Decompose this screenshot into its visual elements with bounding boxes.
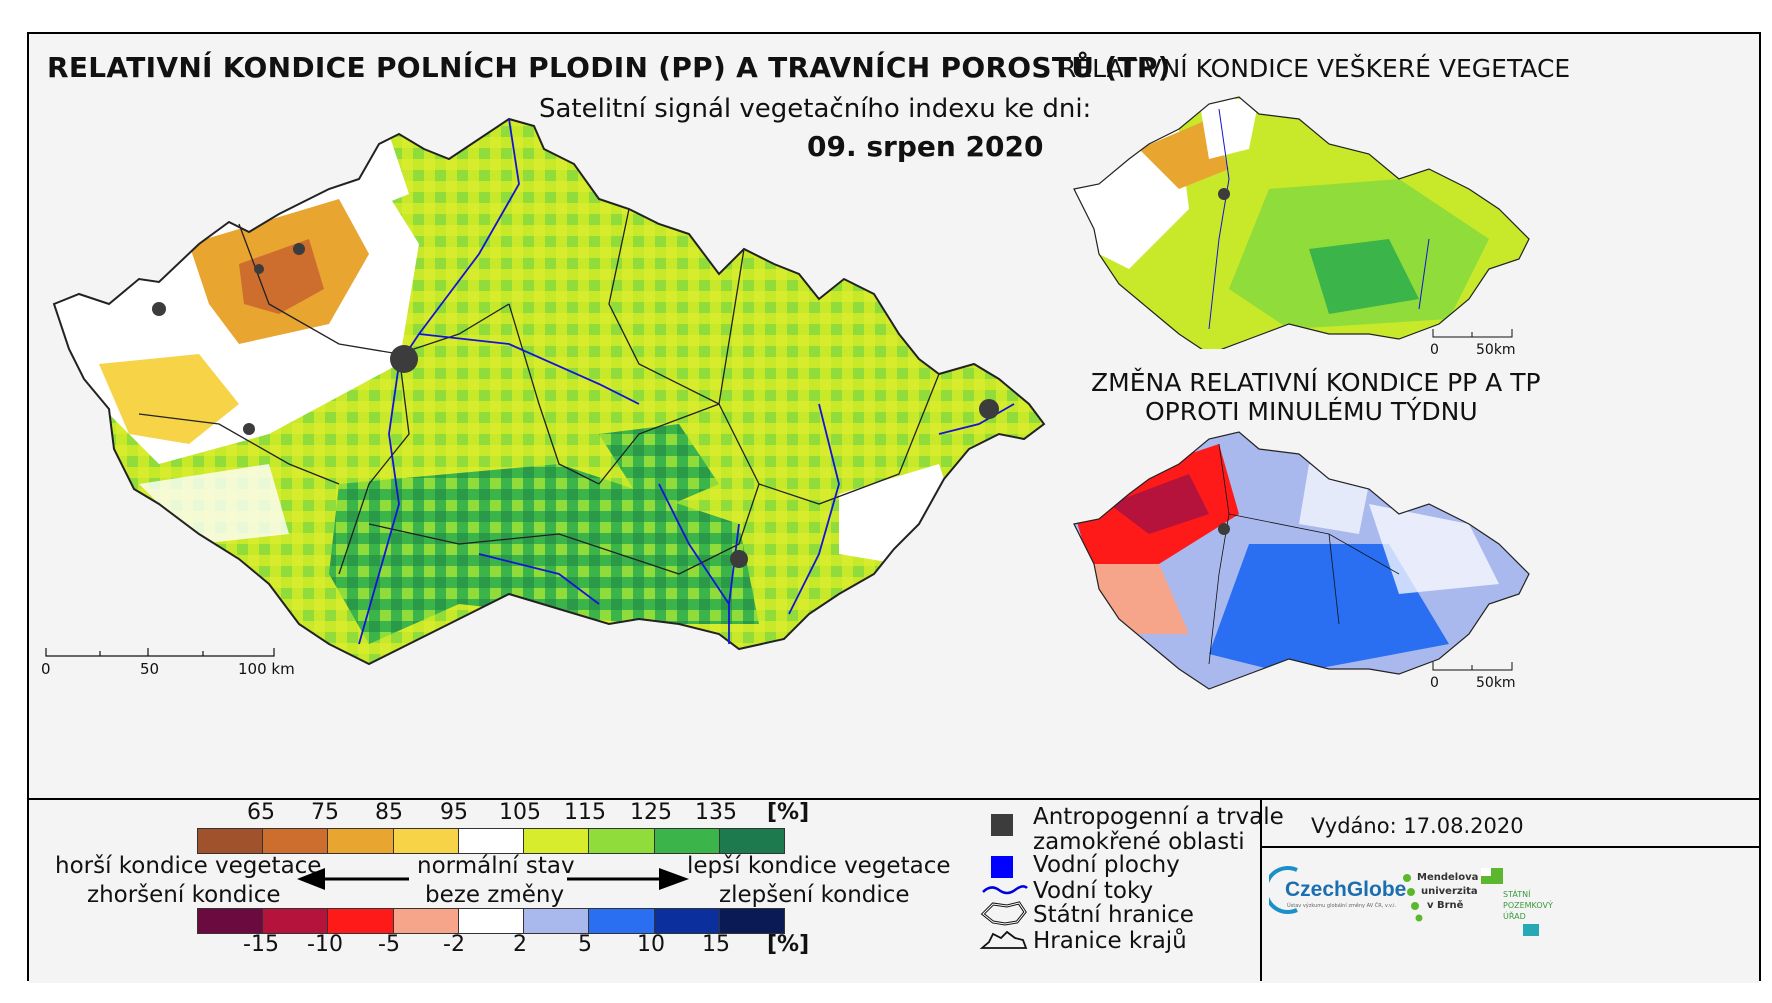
map-frame: RELATIVNÍ KONDICE POLNÍCH PLODIN (PP) A … [27, 32, 1761, 983]
spu-accent-icon [1523, 924, 1539, 936]
condition-tick-115: 115 [564, 800, 606, 825]
spu-line3: ÚŘAD [1503, 912, 1526, 921]
change-swatch-7 [589, 909, 655, 933]
change-swatch-6 [524, 909, 590, 933]
small-scale-bar-top [1432, 329, 1513, 338]
change-tick-10: 10 [637, 932, 665, 957]
arrow-center-line2: beze změny [425, 882, 565, 908]
subtitle: Satelitní signál vegetačního indexu ke d… [539, 94, 1092, 124]
arrow-center-line1: normální stav [417, 853, 575, 879]
anthropogenic-square-icon [991, 814, 1013, 836]
legend-river-label: Vodní toky [1033, 878, 1154, 904]
arrow-left-line2: zhoršení kondice [87, 882, 281, 908]
change-unit: [%] [767, 932, 810, 957]
condition-tick-95: 95 [440, 800, 468, 825]
main-map [53, 118, 1045, 665]
region-border-outline-icon [979, 930, 1028, 949]
change-swatch-1 [198, 909, 264, 933]
arrow-right-line1: lepší kondice vegetace [687, 853, 951, 879]
change-swatch-3 [328, 909, 394, 933]
czechglobe-subtitle: Ústav výzkumu globální změny AV ČR, v.v.… [1287, 903, 1397, 909]
main-title: RELATIVNÍ KONDICE POLNÍCH PLODIN (PP) A … [47, 51, 1171, 84]
change-tick-m15: -15 [243, 932, 279, 957]
date-label: 09. srpen 2020 [807, 130, 1044, 163]
small-scale-0-top: 0 [1430, 342, 1439, 358]
left-arrow-icon [297, 868, 409, 890]
issued-divider [1262, 846, 1761, 848]
condition-swatch-6 [524, 829, 590, 853]
legend-water-label: Vodní plochy [1033, 852, 1180, 878]
small-scale-0-bottom: 0 [1430, 675, 1439, 691]
small-scale-50-top: 50km [1476, 342, 1516, 358]
legend-panel: 65 75 85 95 105 115 125 135 [%] horší ko… [29, 798, 1761, 983]
change-tick-m5: -5 [378, 932, 400, 957]
mendel-line1: Mendelova [1417, 872, 1479, 883]
state-border-outline-icon [980, 901, 1027, 926]
change-tick-m2: -2 [443, 932, 465, 957]
water-square-icon [991, 856, 1013, 878]
condition-tick-105: 105 [499, 800, 541, 825]
condition-tick-135: 135 [695, 800, 737, 825]
legend-state-border-label: Státní hranice [1033, 902, 1194, 928]
czechglobe-logo: CzechGlobe [1285, 878, 1407, 901]
change-swatch-4 [393, 909, 459, 933]
main-scale-100: 100 km [238, 660, 295, 678]
condition-tick-125: 125 [630, 800, 672, 825]
right-bottom-title-line1: ZMĚNA RELATIVNÍ KONDICE PP A TP [1091, 368, 1541, 397]
change-tick-2: 2 [513, 932, 527, 957]
czechglobe-logo-icon [1269, 866, 1298, 914]
condition-swatch-1 [198, 829, 264, 853]
mendel-logo-icon [1403, 874, 1423, 922]
condition-swatch-8 [654, 829, 720, 853]
change-swatch-9 [719, 909, 784, 933]
right-arrow-icon [567, 868, 689, 890]
spu-line2: POZEMKOVÝ [1503, 901, 1553, 910]
spu-logo-icon [1481, 868, 1503, 884]
issued-date: Vydáno: 17.08.2020 [1311, 814, 1524, 838]
condition-swatch-7 [589, 829, 655, 853]
river-line-icon [982, 885, 1028, 895]
condition-swatch-5 [458, 829, 525, 853]
condition-tick-75: 75 [311, 800, 339, 825]
legend-anthropogenic-label2: zamokřené oblasti [1033, 829, 1245, 855]
legend-divider [1260, 800, 1262, 981]
right-top-title: RELATIVNÍ KONDICE VEŠKERÉ VEGETACE [1059, 54, 1571, 83]
change-tick-m10: -10 [307, 932, 343, 957]
change-swatch-2 [263, 909, 329, 933]
small-scale-bar-bottom [1432, 662, 1513, 671]
mendel-line3: v Brně [1427, 900, 1464, 911]
change-swatch-8 [654, 909, 720, 933]
change-map [1073, 431, 1530, 690]
change-tick-5: 5 [578, 932, 592, 957]
arrow-left-line1: horší kondice vegetace [55, 853, 322, 879]
condition-swatch-3 [328, 829, 394, 853]
condition-swatch-9 [719, 829, 784, 853]
condition-tick-85: 85 [375, 800, 403, 825]
spu-line1: STÁTNÍ [1503, 890, 1531, 899]
vegetation-map [1073, 96, 1530, 349]
main-scale-0: 0 [41, 660, 51, 678]
condition-swatch-2 [263, 829, 329, 853]
main-scale-50: 50 [140, 660, 160, 678]
small-scale-50-bottom: 50km [1476, 675, 1516, 691]
main-scale-bar [45, 648, 275, 657]
change-color-bar [197, 908, 785, 934]
condition-tick-65: 65 [247, 800, 275, 825]
change-tick-15: 15 [702, 932, 730, 957]
right-bottom-title-line2: OPROTI MINULÉMU TÝDNU [1145, 397, 1478, 426]
condition-unit: [%] [767, 800, 810, 825]
change-swatch-5 [458, 909, 525, 933]
mendel-line2: univerzita [1421, 886, 1478, 897]
condition-swatch-4 [393, 829, 459, 853]
legend-region-border-label: Hranice krajů [1033, 928, 1187, 954]
condition-color-bar [197, 828, 785, 854]
arrow-right-line2: zlepšení kondice [719, 882, 910, 908]
legend-anthropogenic-label: Antropogenní a trvale [1033, 804, 1284, 830]
